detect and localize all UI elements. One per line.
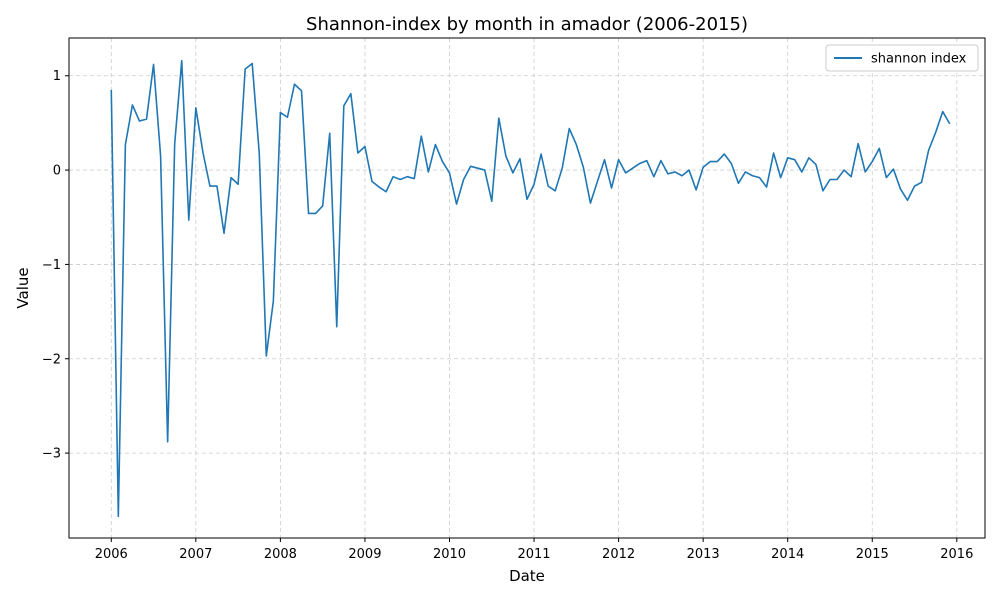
series-line-shannon-index xyxy=(110,59,951,518)
x-tick-label: 2011 xyxy=(517,547,550,562)
y-tick-label: −2 xyxy=(42,352,61,367)
y-axis-ticks: 1 0 −1 −2 −3 xyxy=(42,69,69,462)
x-tick-label: 2014 xyxy=(771,547,804,562)
x-tick-label: 2010 xyxy=(433,547,466,562)
x-tick-label: 2016 xyxy=(940,547,973,562)
x-tick-label: 2008 xyxy=(264,547,297,562)
x-tick-label: 2012 xyxy=(602,547,635,562)
y-tick-label: −1 xyxy=(42,258,61,273)
x-tick-label: 2007 xyxy=(179,547,212,562)
x-axis-ticks: 2006 2007 2008 2009 2010 2011 2012 2013 2014 2015… xyxy=(95,538,973,562)
legend: shannon index xyxy=(825,44,979,72)
legend-box xyxy=(825,44,979,72)
x-tick-label: 2009 xyxy=(348,547,381,562)
x-tick-label: 2013 xyxy=(687,547,720,562)
plot-frame xyxy=(68,37,986,539)
y-axis-label: Value xyxy=(14,267,32,308)
grid-lines xyxy=(69,38,985,538)
x-tick-label: 2015 xyxy=(856,547,889,562)
y-tick-label: −3 xyxy=(42,447,61,462)
y-tick-label: 0 xyxy=(53,164,61,179)
legend-label: shannon index xyxy=(871,52,967,67)
series-layer xyxy=(110,59,951,518)
y-tick-label: 1 xyxy=(53,69,61,84)
chart-title: Shannon-index by month in amador (2006-2… xyxy=(306,14,748,35)
x-axis-label: Date xyxy=(509,567,545,585)
x-tick-label: 2006 xyxy=(95,547,128,562)
